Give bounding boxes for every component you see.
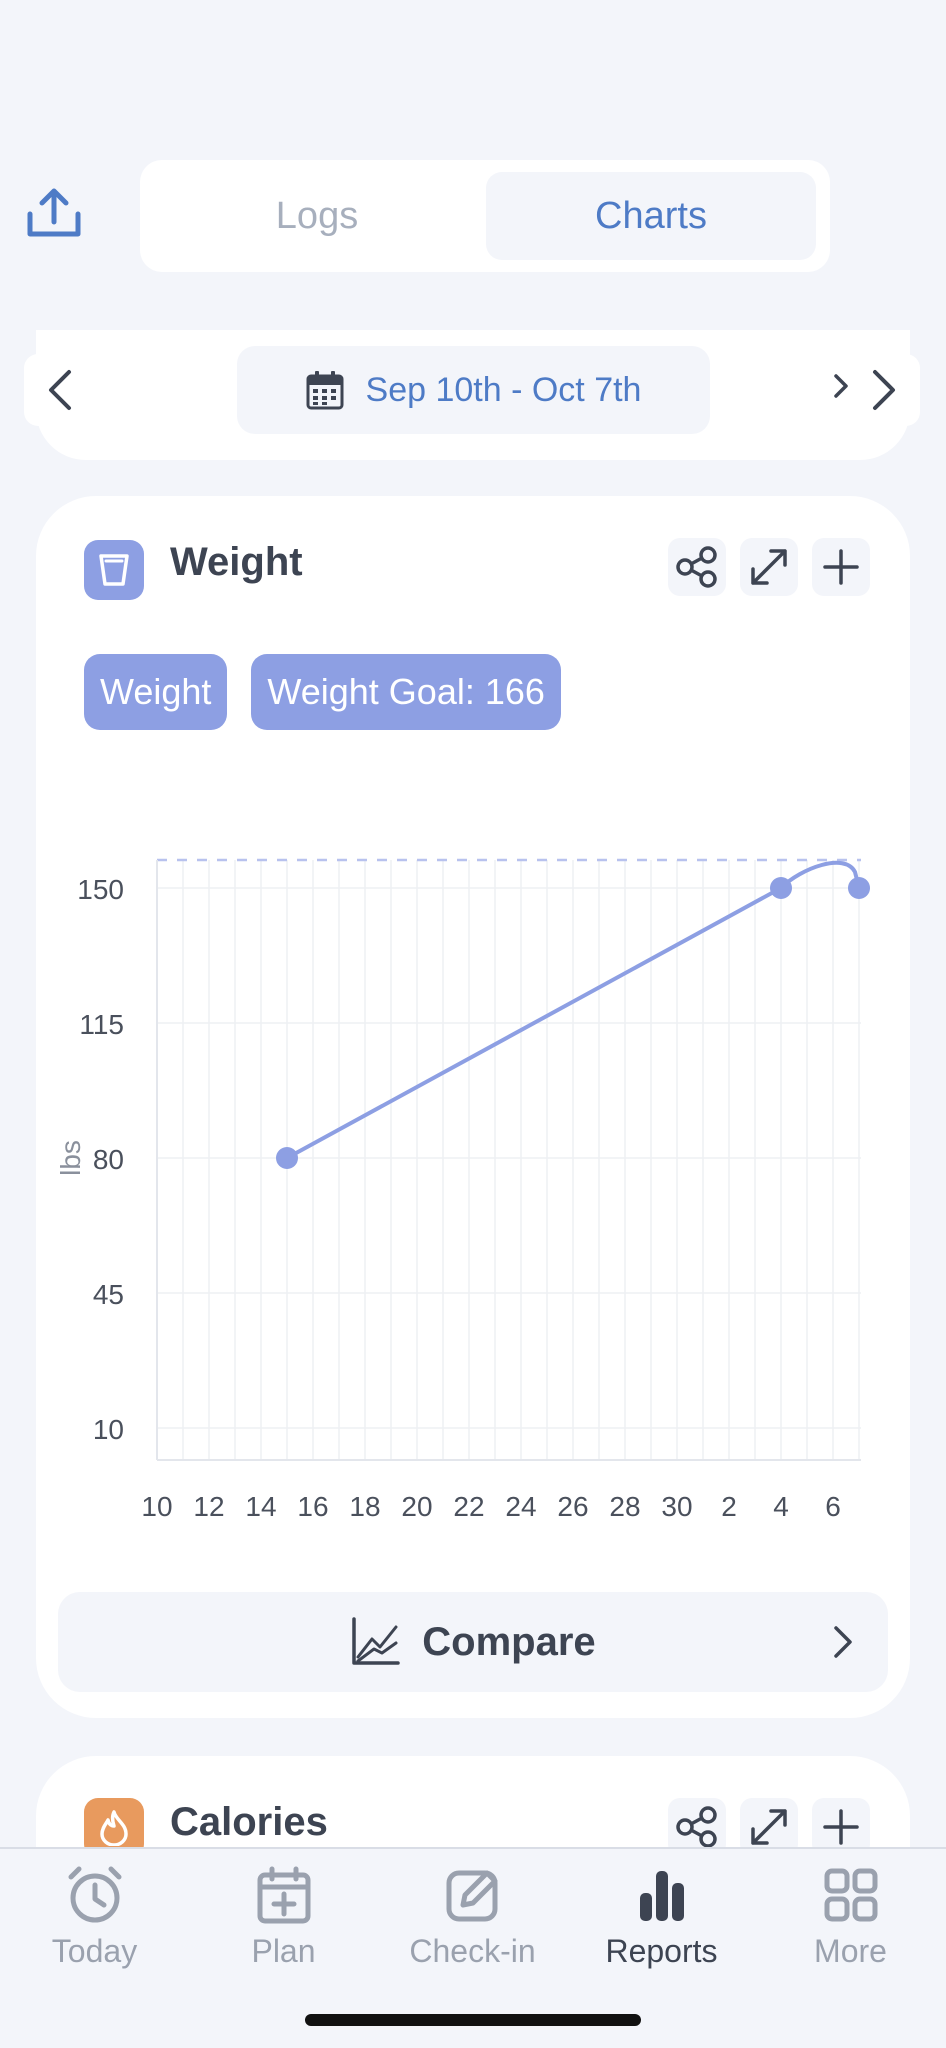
x-tick-label: 26 xyxy=(557,1491,588,1522)
y-tick-label: 45 xyxy=(93,1279,124,1310)
y-tick-label: 80 xyxy=(93,1144,124,1175)
share-icon xyxy=(676,546,717,588)
tab-more-label: More xyxy=(814,1933,887,1969)
tab-more[interactable]: More xyxy=(756,1863,945,1983)
share-upload-button[interactable] xyxy=(24,186,84,242)
x-tick-label: 12 xyxy=(193,1491,224,1522)
tab-charts[interactable]: Charts xyxy=(486,172,816,260)
calories-add-button[interactable] xyxy=(812,1798,870,1856)
next-range-button[interactable] xyxy=(848,354,920,426)
view-segmented-control: Logs Charts xyxy=(140,160,830,272)
scale-icon xyxy=(84,540,144,600)
weight-data-point xyxy=(848,877,870,899)
weight-share-button[interactable] xyxy=(668,538,726,596)
x-tick-label: 16 xyxy=(297,1491,328,1522)
calories-expand-button[interactable] xyxy=(740,1798,798,1856)
expand-icon xyxy=(751,1809,787,1845)
line-chart-icon xyxy=(352,1617,401,1665)
edit-icon xyxy=(446,1870,497,1922)
share-upload-icon xyxy=(27,188,81,237)
y-tick-label: 150 xyxy=(77,874,124,905)
expand-icon xyxy=(751,549,787,585)
y-tick-label: 115 xyxy=(79,1009,124,1040)
calories-card-title: Calories xyxy=(170,1800,328,1844)
tab-logs[interactable]: Logs xyxy=(275,194,359,237)
weight-add-button[interactable] xyxy=(812,538,870,596)
bar-chart-icon xyxy=(639,1871,684,1921)
tab-today[interactable]: Today xyxy=(0,1863,189,1983)
x-tick-label: 24 xyxy=(505,1491,536,1522)
series-chips: Weight Weight Goal: 166 xyxy=(84,654,561,730)
weight-data-point xyxy=(276,1147,298,1169)
weight-data-point xyxy=(770,877,792,899)
calories-share-button[interactable] xyxy=(668,1798,726,1856)
chip-weight-goal[interactable]: Weight Goal: 166 xyxy=(251,654,561,730)
home-indicator xyxy=(305,2014,641,2026)
weight-expand-button[interactable] xyxy=(740,538,798,596)
chevron-right-icon xyxy=(834,1626,852,1658)
tab-today-label: Today xyxy=(51,1933,138,1969)
tab-reports-label: Reports xyxy=(605,1933,718,1969)
tab-reports[interactable]: Reports xyxy=(567,1863,756,1983)
calendar-icon xyxy=(306,371,344,410)
compare-button[interactable]: Compare xyxy=(58,1592,888,1692)
chevron-left-icon xyxy=(49,370,71,410)
y-axis-label: lbs xyxy=(55,1140,86,1176)
plus-icon xyxy=(823,549,859,585)
x-tick-label: 4 xyxy=(773,1491,789,1522)
weight-card: Weight Weight Weight Goal: 166 10 45 80 115… xyxy=(36,496,910,1718)
x-tick-label: 6 xyxy=(825,1491,841,1522)
clock-icon xyxy=(68,1866,121,1923)
date-range-label: Sep 10th - Oct 7th xyxy=(365,370,642,409)
tab-plan[interactable]: Plan xyxy=(189,1863,378,1983)
weight-card-title: Weight xyxy=(170,540,303,584)
x-tick-label: 30 xyxy=(661,1491,692,1522)
plus-icon xyxy=(823,1809,859,1845)
date-range-button[interactable]: Sep 10th - Oct 7th xyxy=(237,346,710,434)
chevron-right-icon xyxy=(873,370,895,410)
chevron-right-small-icon xyxy=(834,374,848,398)
x-tick-label: 10 xyxy=(141,1491,172,1522)
x-tick-label: 22 xyxy=(453,1491,484,1522)
x-tick-label: 20 xyxy=(401,1491,432,1522)
previous-range-button[interactable] xyxy=(24,354,96,426)
x-tick-label: 28 xyxy=(609,1491,640,1522)
share-icon xyxy=(676,1806,717,1848)
x-tick-label: 18 xyxy=(349,1491,380,1522)
tab-check-in[interactable]: Check-in xyxy=(378,1863,567,1983)
x-tick-label: 2 xyxy=(721,1491,737,1522)
calendar-plus-icon xyxy=(257,1866,310,1924)
compare-label: Compare xyxy=(422,1619,596,1664)
x-tick-label: 14 xyxy=(245,1491,276,1522)
tab-check-in-label: Check-in xyxy=(409,1933,536,1969)
y-tick-label: 10 xyxy=(93,1414,124,1445)
tab-plan-label: Plan xyxy=(251,1933,316,1969)
grid-icon xyxy=(824,1868,877,1922)
chip-weight[interactable]: Weight xyxy=(84,654,228,730)
